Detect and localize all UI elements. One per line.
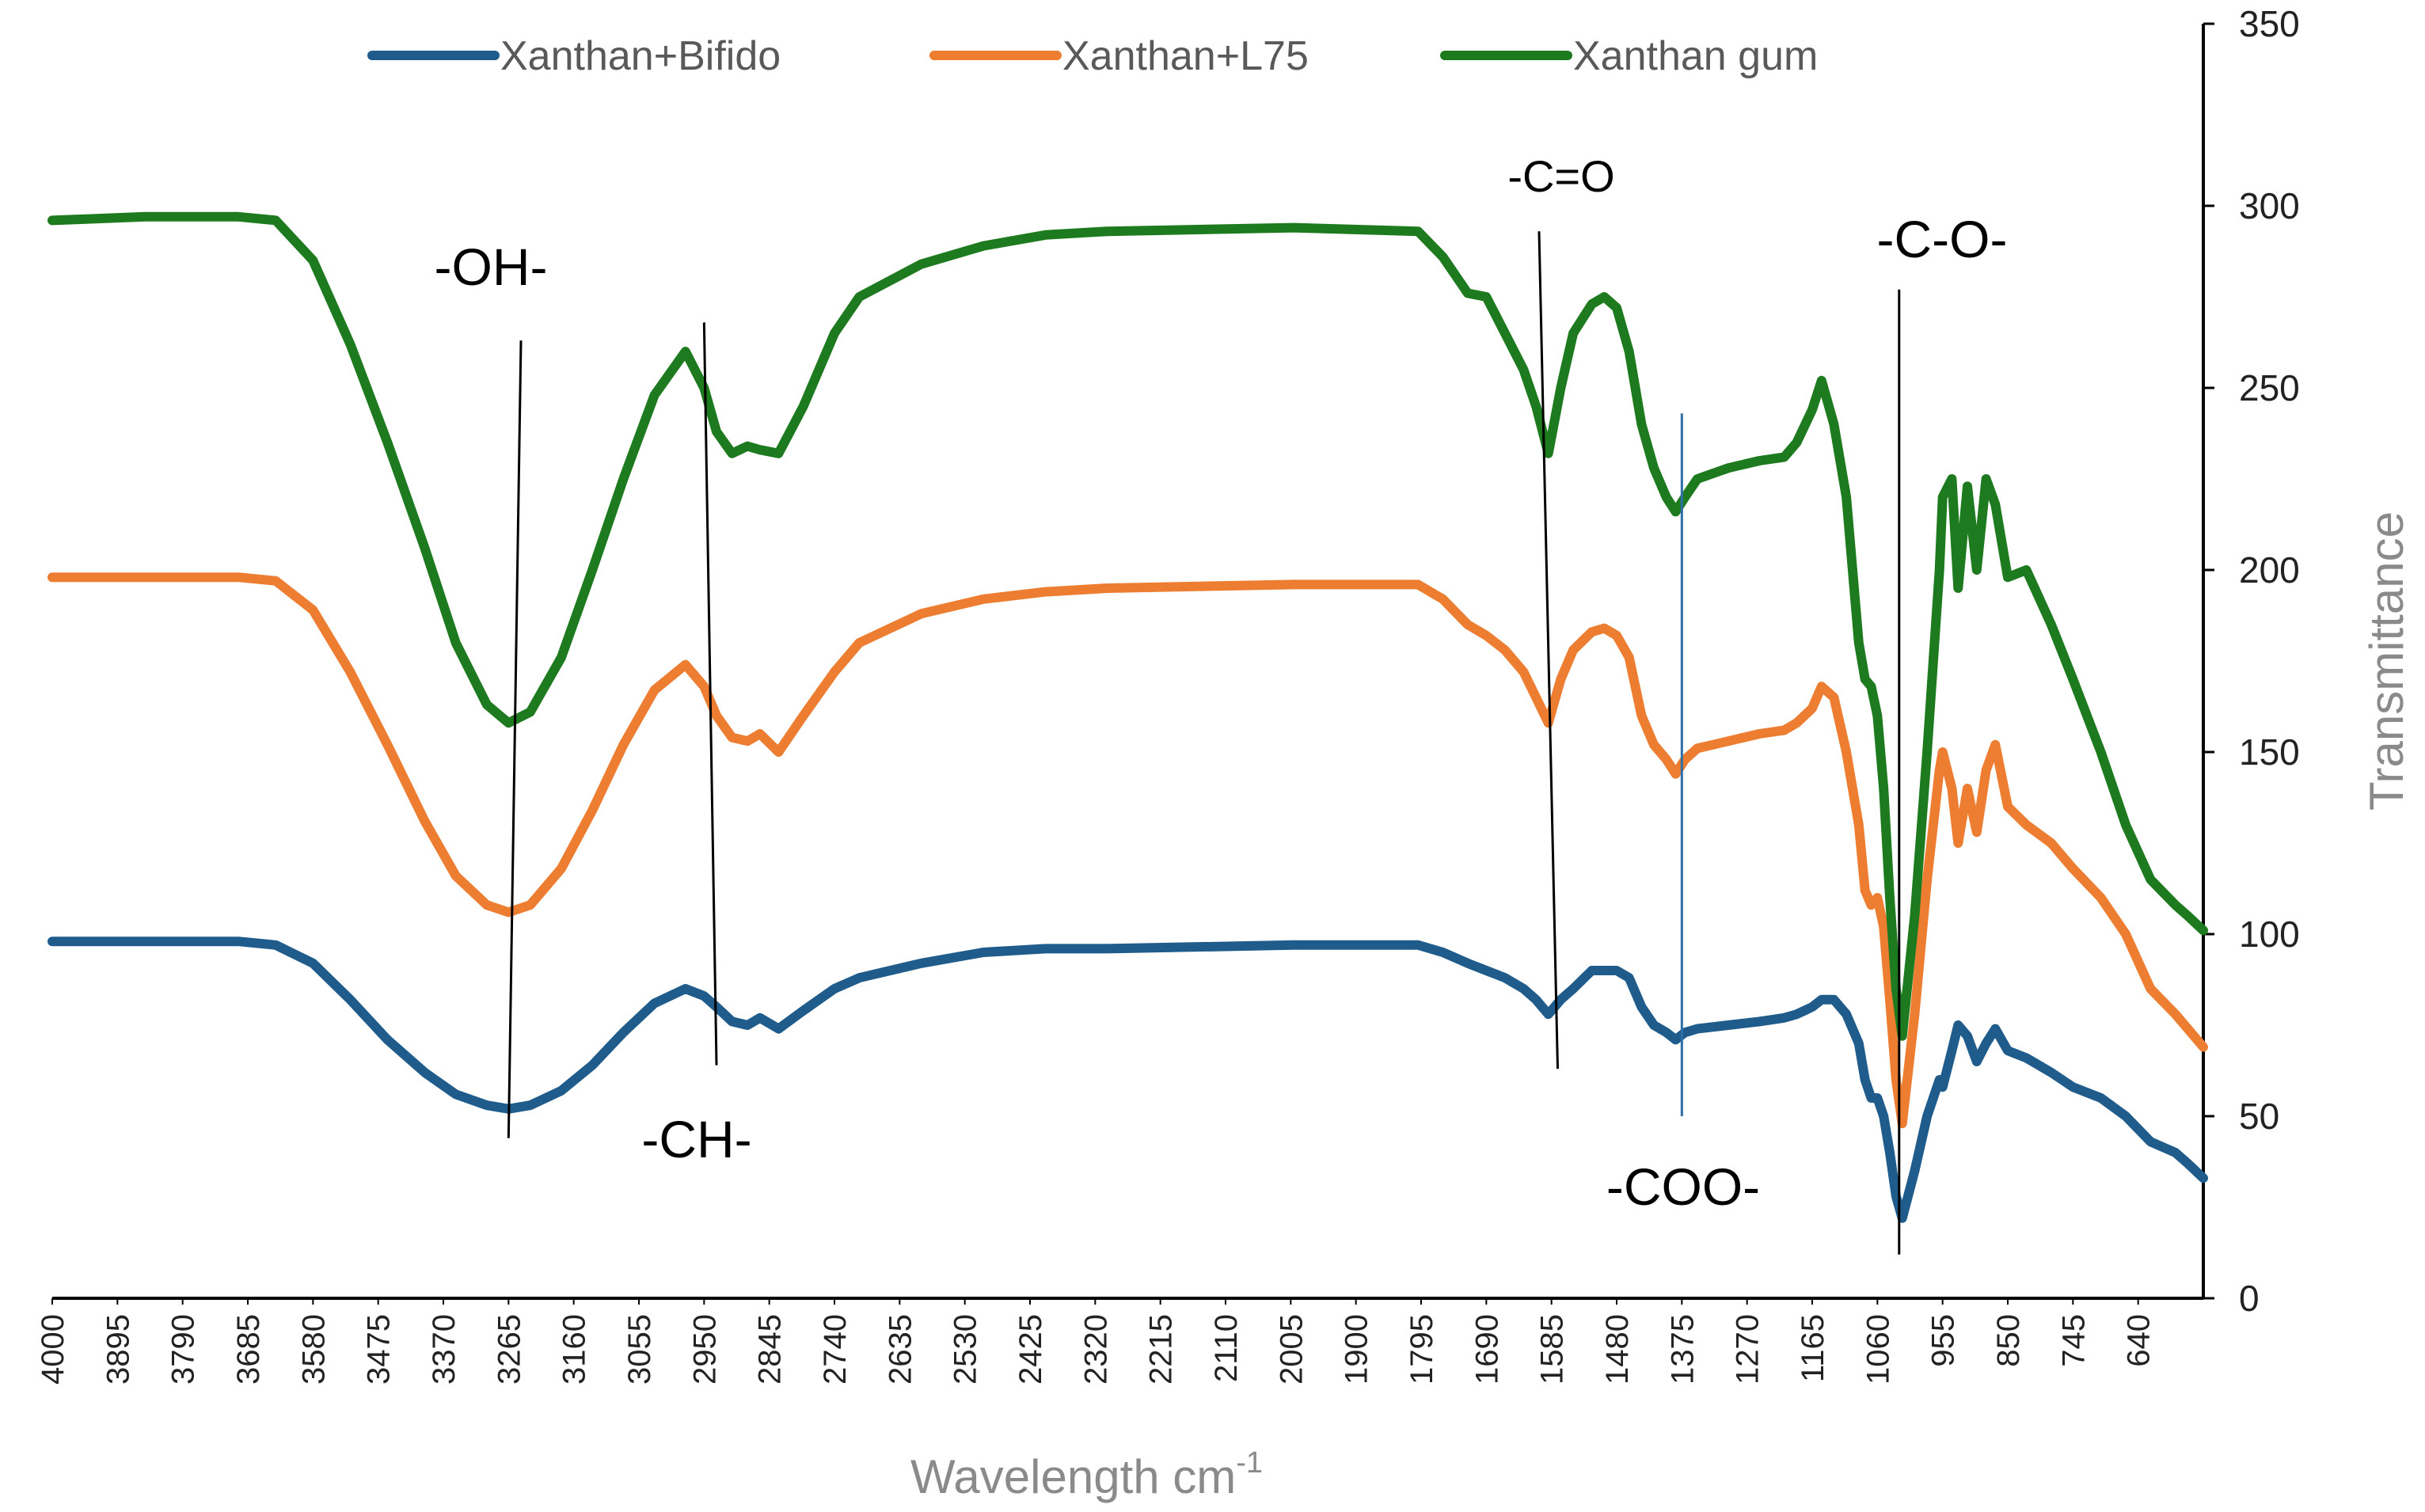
x-tick-label: 3475 bbox=[362, 1314, 397, 1385]
x-tick-label: 1060 bbox=[1861, 1314, 1895, 1385]
annotation-c-o: -C-O- bbox=[1877, 210, 2008, 268]
x-tick-label: 850 bbox=[1991, 1314, 2026, 1367]
x-tick-label: 2005 bbox=[1274, 1314, 1309, 1385]
x-tick-label: 1270 bbox=[1731, 1314, 1766, 1385]
annotation-labels: -OH- -CH- -C=O -COO- -C-O- bbox=[435, 151, 2008, 1216]
x-tick-label: 955 bbox=[1926, 1314, 1961, 1367]
x-tick-label: 1165 bbox=[1796, 1314, 1830, 1382]
x-tick-label: 3895 bbox=[101, 1314, 135, 1385]
x-tick-label: 2740 bbox=[818, 1314, 853, 1385]
annotation-oh: -OH- bbox=[435, 237, 548, 296]
x-axis-title-superscript: -1 bbox=[1236, 1446, 1263, 1480]
x-tick-label: 2635 bbox=[883, 1314, 918, 1385]
annotation-line bbox=[1537, 231, 1560, 1069]
x-tick-label: 2215 bbox=[1144, 1314, 1179, 1385]
x-axis-title: Wavelength cm-1 bbox=[910, 1446, 1263, 1503]
y-tick-label: 0 bbox=[2239, 1278, 2260, 1319]
annotation-coo: -COO- bbox=[1606, 1157, 1760, 1216]
x-tick-label: 1900 bbox=[1340, 1314, 1374, 1385]
annotation-ch: -CH- bbox=[641, 1110, 751, 1168]
legend: Xanthan+Bifido Xanthan+L75 Xanthan gum bbox=[367, 33, 1818, 79]
y-tick-label: 250 bbox=[2239, 367, 2300, 408]
x-tick-label: 1585 bbox=[1535, 1314, 1570, 1385]
series-layer bbox=[48, 211, 2208, 1223]
y-tick-label: 200 bbox=[2239, 549, 2300, 591]
axes: 4000 3895 3790 3685 3580 3475 3370 3265 3160 3055… bbox=[36, 3, 2300, 1385]
y-tick-label: 150 bbox=[2239, 731, 2300, 773]
annotation-lines bbox=[507, 231, 1901, 1255]
legend-label-xanthan-bifido: Xanthan+Bifido bbox=[500, 33, 781, 79]
x-tick-label: 3265 bbox=[492, 1314, 526, 1385]
series-line-xanthan-gum bbox=[48, 211, 2208, 1041]
x-tick-label: 1375 bbox=[1665, 1314, 1700, 1385]
x-tick-label: 3055 bbox=[622, 1314, 657, 1385]
y-axis-title: Transmittance bbox=[2360, 511, 2413, 811]
x-tick-label: 1480 bbox=[1600, 1314, 1635, 1385]
x-tick-label: 3790 bbox=[166, 1314, 201, 1385]
x-tick-label: 640 bbox=[2122, 1314, 2157, 1367]
x-tick-label: 3370 bbox=[427, 1314, 462, 1385]
x-tick-label: 1690 bbox=[1469, 1314, 1504, 1385]
y-tick-label: 50 bbox=[2239, 1096, 2279, 1137]
x-tick-label: 3160 bbox=[557, 1314, 592, 1385]
x-tick-label: 2845 bbox=[753, 1314, 788, 1385]
x-tick-label: 3580 bbox=[296, 1314, 331, 1385]
x-tick-label: 1795 bbox=[1404, 1314, 1439, 1385]
x-tick-label: 2530 bbox=[948, 1314, 983, 1385]
annotation-line bbox=[507, 340, 523, 1138]
x-tick-label: 2110 bbox=[1209, 1314, 1244, 1382]
legend-label-xanthan-gum: Xanthan gum bbox=[1573, 33, 1818, 79]
legend-label-xanthan-l75: Xanthan+L75 bbox=[1062, 33, 1309, 79]
y-tick-label: 300 bbox=[2239, 185, 2300, 226]
x-tick-label: 4000 bbox=[36, 1314, 70, 1385]
y-ticks: 0 50 100 150 200 250 300 350 bbox=[2203, 3, 2300, 1319]
x-tick-label: 2950 bbox=[687, 1314, 722, 1385]
series-line-xanthan-l75 bbox=[48, 572, 2208, 1129]
x-tick-label: 2425 bbox=[1013, 1314, 1048, 1385]
x-ticks: 4000 3895 3790 3685 3580 3475 3370 3265 3160 3055… bbox=[36, 1298, 2157, 1385]
annotation-line bbox=[702, 322, 718, 1066]
x-tick-label: 2320 bbox=[1078, 1314, 1113, 1385]
y-tick-label: 100 bbox=[2239, 914, 2300, 955]
x-tick-label: 745 bbox=[2056, 1314, 2091, 1367]
series-line-xanthan-bifido bbox=[48, 936, 2208, 1223]
y-tick-label: 350 bbox=[2239, 3, 2300, 44]
annotation-c-double-o: -C=O bbox=[1507, 151, 1614, 201]
x-tick-label: 3685 bbox=[231, 1314, 266, 1385]
